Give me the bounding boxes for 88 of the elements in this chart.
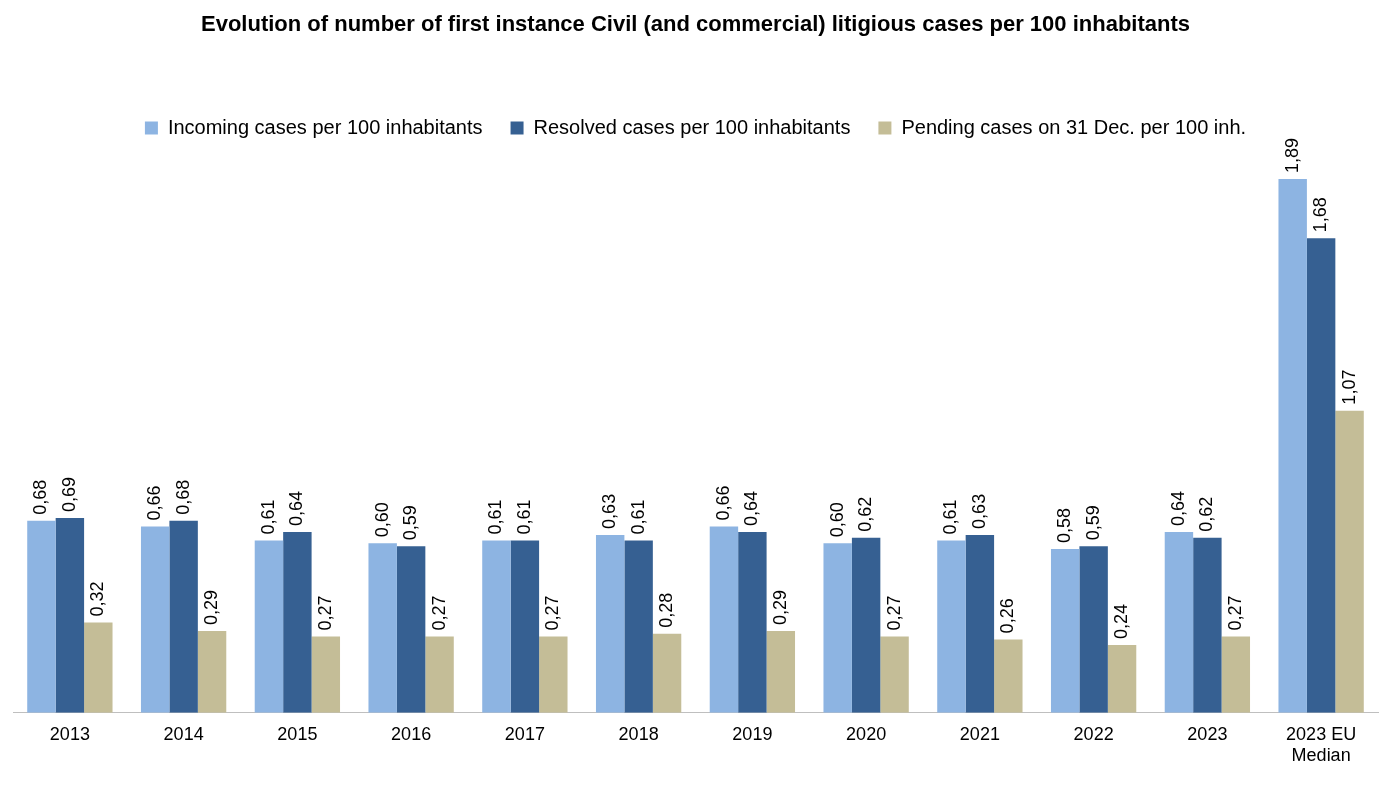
bar	[652, 633, 682, 713]
bar	[396, 546, 426, 713]
bar	[425, 636, 454, 713]
data-label: 0,62	[855, 496, 876, 532]
x-tick-label: 2023 EU Median	[1286, 723, 1357, 766]
x-tick-label: 2020	[846, 723, 887, 744]
bar	[510, 540, 540, 713]
bar	[1107, 645, 1137, 713]
data-label: 0,24	[1111, 603, 1132, 640]
x-tick-label: 2016	[391, 723, 432, 744]
data-label: 0,61	[940, 499, 961, 535]
bar	[1306, 238, 1336, 713]
data-label: 1,07	[1338, 369, 1359, 405]
data-label: 0,68	[172, 479, 193, 515]
data-label: 0,68	[30, 479, 51, 515]
data-label: 0,64	[286, 491, 307, 527]
bar	[1050, 549, 1080, 713]
data-label: 0,29	[201, 589, 222, 625]
x-tick-label: 2015	[277, 723, 318, 744]
data-label: 0,66	[144, 485, 165, 521]
data-label: 0,64	[741, 491, 762, 527]
x-tick-label: 2014	[163, 723, 204, 744]
x-tick-label: 2013	[49, 723, 90, 744]
data-label: 0,32	[87, 581, 108, 617]
bar	[368, 543, 397, 713]
bar	[1221, 636, 1251, 713]
data-label: 0,59	[1082, 505, 1103, 541]
data-label: 0,64	[1167, 491, 1188, 527]
bar	[55, 517, 85, 713]
data-label: 1,68	[1310, 197, 1331, 233]
bar	[595, 534, 625, 713]
data-label: 0,61	[513, 499, 534, 535]
bar	[823, 543, 852, 713]
data-label: 0,63	[968, 493, 989, 529]
bar	[738, 532, 767, 713]
bar	[709, 526, 739, 713]
data-label: 0,69	[58, 476, 79, 512]
bar	[851, 537, 881, 713]
data-label: 0,66	[712, 485, 733, 521]
bar	[140, 526, 170, 713]
bar	[880, 636, 909, 713]
data-label: 0,61	[257, 499, 278, 535]
x-tick-label: 2021	[959, 723, 1000, 744]
x-tick-label: 2022	[1073, 723, 1114, 744]
bar	[1193, 537, 1222, 713]
data-label: 0,27	[314, 595, 335, 631]
data-label: 0,27	[1224, 595, 1245, 631]
data-label: 0,61	[485, 499, 506, 535]
data-label: 0,62	[1196, 496, 1217, 532]
legend-label: Resolved cases per 100 inhabitants	[533, 115, 851, 138]
bar	[539, 636, 568, 713]
data-label: 0,27	[428, 595, 449, 631]
bar	[1079, 546, 1108, 713]
legend-label: Incoming cases per 100 inhabitants	[167, 115, 483, 138]
x-tick-label: 2023	[1187, 723, 1228, 744]
bar	[197, 630, 227, 713]
data-label: 0,28	[656, 592, 677, 628]
bar	[311, 636, 341, 713]
data-label: 0,60	[371, 502, 392, 538]
bar	[624, 540, 653, 713]
bar	[1164, 532, 1194, 713]
x-tick-label: 2018	[618, 723, 659, 744]
bar	[27, 520, 56, 713]
bar	[766, 630, 796, 713]
data-label: 1,89	[1281, 138, 1302, 174]
x-tick-label: 2017	[504, 723, 545, 744]
bar	[254, 540, 284, 713]
chart-title: Evolution of number of first instance Civil (and commercial) litigious cases per 100 inhabitants	[200, 10, 1191, 38]
legend-label: Pending cases on 31 Dec. per 100 inh.	[901, 115, 1247, 138]
data-label: 0,58	[1054, 507, 1075, 544]
x-tick-label: 2019	[732, 723, 773, 744]
bar	[994, 639, 1023, 713]
data-label: 0,59	[400, 505, 421, 541]
data-label: 0,26	[997, 598, 1018, 634]
bar	[283, 532, 312, 713]
bar	[965, 534, 995, 713]
bar	[84, 622, 113, 713]
bar	[1335, 410, 1364, 713]
data-label: 0,27	[883, 595, 904, 631]
bar	[1278, 179, 1307, 713]
data-label: 0,27	[542, 595, 563, 631]
bar	[937, 540, 966, 713]
bar	[482, 540, 511, 713]
data-label: 0,63	[599, 493, 620, 529]
data-label: 0,60	[826, 502, 847, 538]
bar	[169, 520, 198, 713]
data-label: 0,29	[769, 589, 790, 625]
data-label: 0,61	[627, 499, 648, 535]
